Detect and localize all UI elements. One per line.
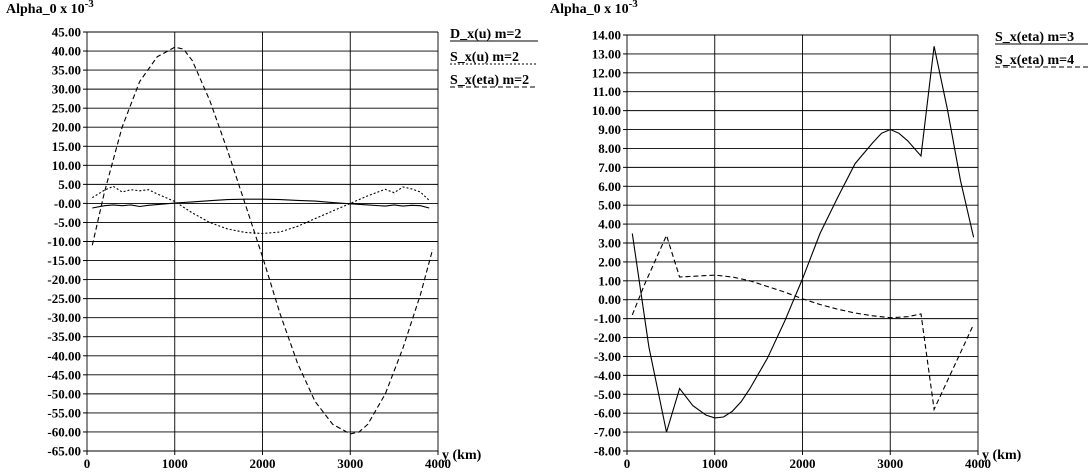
chart-1-legend-label-0: S_x(eta) m=3	[995, 30, 1074, 45]
chart-right: Alpha_0 x 10-3 14.00 13.00 12.00 11.00 10.00 9…	[550, 0, 1088, 471]
chart-1-ytick-label: 10.00	[592, 103, 621, 118]
chart-0-ytick-label: 10.00	[52, 158, 81, 173]
chart-0-ytick-label: 15.00	[52, 139, 81, 154]
chart-0-ytick-label: -25.00	[47, 291, 81, 306]
chart-1-ytick-label: 2.00	[598, 254, 621, 269]
chart-1-ytick-label: -1.00	[594, 311, 621, 326]
chart-1-ytick-label: 4.00	[598, 217, 621, 232]
chart-left: Alpha_0 x 10-3 45.00 40.00 35.00 30.00 25.00 2…	[6, 0, 538, 471]
chart-0-xtick-label: 1000	[162, 456, 188, 471]
chart-0-ytick-label: 40.00	[52, 44, 81, 59]
chart-0-ytick-label: -30.00	[47, 310, 81, 325]
chart-0-ytick-label: -55.00	[47, 405, 81, 420]
chart-0-ytick-label: -20.00	[47, 272, 81, 287]
chart-0-series-0-line	[92, 198, 430, 209]
chart-0-ytick-label: 5.00	[58, 177, 81, 192]
chart-1-ytick-label: 11.00	[592, 84, 621, 99]
chart-0-ytick-label: 25.00	[52, 101, 81, 116]
chart-1-ytick-label: -7.00	[594, 425, 621, 440]
chart-0-ytick-label: -45.00	[47, 367, 81, 382]
chart-0-ytick-label: -10.00	[47, 234, 81, 249]
chart-0-ytick-label: -15.00	[47, 253, 81, 268]
chart-0-ytick-label: -35.00	[47, 329, 81, 344]
chart-1-ytick-label: -3.00	[594, 349, 621, 364]
chart-0-xtick-label: 3000	[337, 456, 363, 471]
chart-0-ytick-label: 35.00	[52, 63, 81, 78]
chart-0-ytick-label: -0.00	[54, 196, 81, 211]
chart-1-ytick-label: 8.00	[598, 141, 621, 156]
chart-0-xtick-label: 2000	[250, 456, 276, 471]
chart-1-ytick-label: 9.00	[598, 122, 621, 137]
chart-1-ytick-label: 1.00	[598, 273, 621, 288]
chart-1-ytick-label: -5.00	[594, 387, 621, 402]
chart-1-ytick-label: 7.00	[598, 160, 621, 175]
chart-0-ytick-label: 30.00	[52, 82, 81, 97]
chart-0-xtick-label: 4000	[425, 456, 451, 471]
chart-1-ytick-label: -6.00	[594, 406, 621, 421]
chart-1-ytick-label: 6.00	[598, 179, 621, 194]
chart-1-xlabel: y (km)	[982, 448, 1022, 463]
chart-1-ytick-label: -2.00	[594, 330, 621, 345]
chart-0-legend-label-2: S_x(eta) m=2	[450, 73, 529, 88]
chart-1-xtick-label: 3000	[877, 456, 903, 471]
chart-0-ytick-label: -60.00	[47, 424, 81, 439]
chart-0-xlabel: y (km)	[442, 448, 482, 463]
chart-1-ytick-label: 14.00	[592, 28, 621, 43]
chart-1-ytick-label: 12.00	[592, 65, 621, 80]
chart-0-series-1-line	[92, 185, 430, 235]
chart-0-legend-label-1: S_x(u) m=2	[450, 50, 519, 65]
chart-0-ytick-label: -65.00	[47, 444, 81, 459]
chart-1-ytick-label: 13.00	[592, 46, 621, 61]
chart-0-title: Alpha_0 x 10-3	[6, 0, 94, 17]
chart-1-ytick-label: -4.00	[594, 368, 621, 383]
chart-1-xtick-label: 4000	[965, 456, 991, 471]
chart-0-ytick-label: -5.00	[54, 215, 81, 230]
chart-1-title: Alpha_0 x 10-3	[550, 0, 638, 17]
chart-1-ytick-label: -8.00	[594, 444, 621, 459]
chart-0-xtick-label: 0	[84, 456, 91, 471]
chart-1-xtick-label: 1000	[702, 456, 728, 471]
chart-0-ytick-label: 20.00	[52, 120, 81, 135]
chart-1-ytick-label: 5.00	[598, 198, 621, 213]
chart-1-ytick-label: 0.00	[598, 292, 621, 307]
chart-1-legend-label-1: S_x(eta) m=4	[995, 53, 1074, 68]
chart-1-xtick-label: 2000	[790, 456, 816, 471]
chart-0-series-2-line	[91, 46, 434, 435]
chart-0-ytick-label: 45.00	[52, 25, 81, 40]
chart-0-ytick-label: -50.00	[47, 386, 81, 401]
chart-1-ytick-label: 3.00	[598, 236, 621, 251]
chart-0-ytick-label: -40.00	[47, 348, 81, 363]
chart-0-legend-label-0: D_x(u) m=2	[450, 27, 521, 42]
chart-1-series-0-line	[631, 46, 975, 433]
chart-1-series-1-line	[631, 233, 975, 412]
chart-1-xtick-label: 0	[624, 456, 631, 471]
